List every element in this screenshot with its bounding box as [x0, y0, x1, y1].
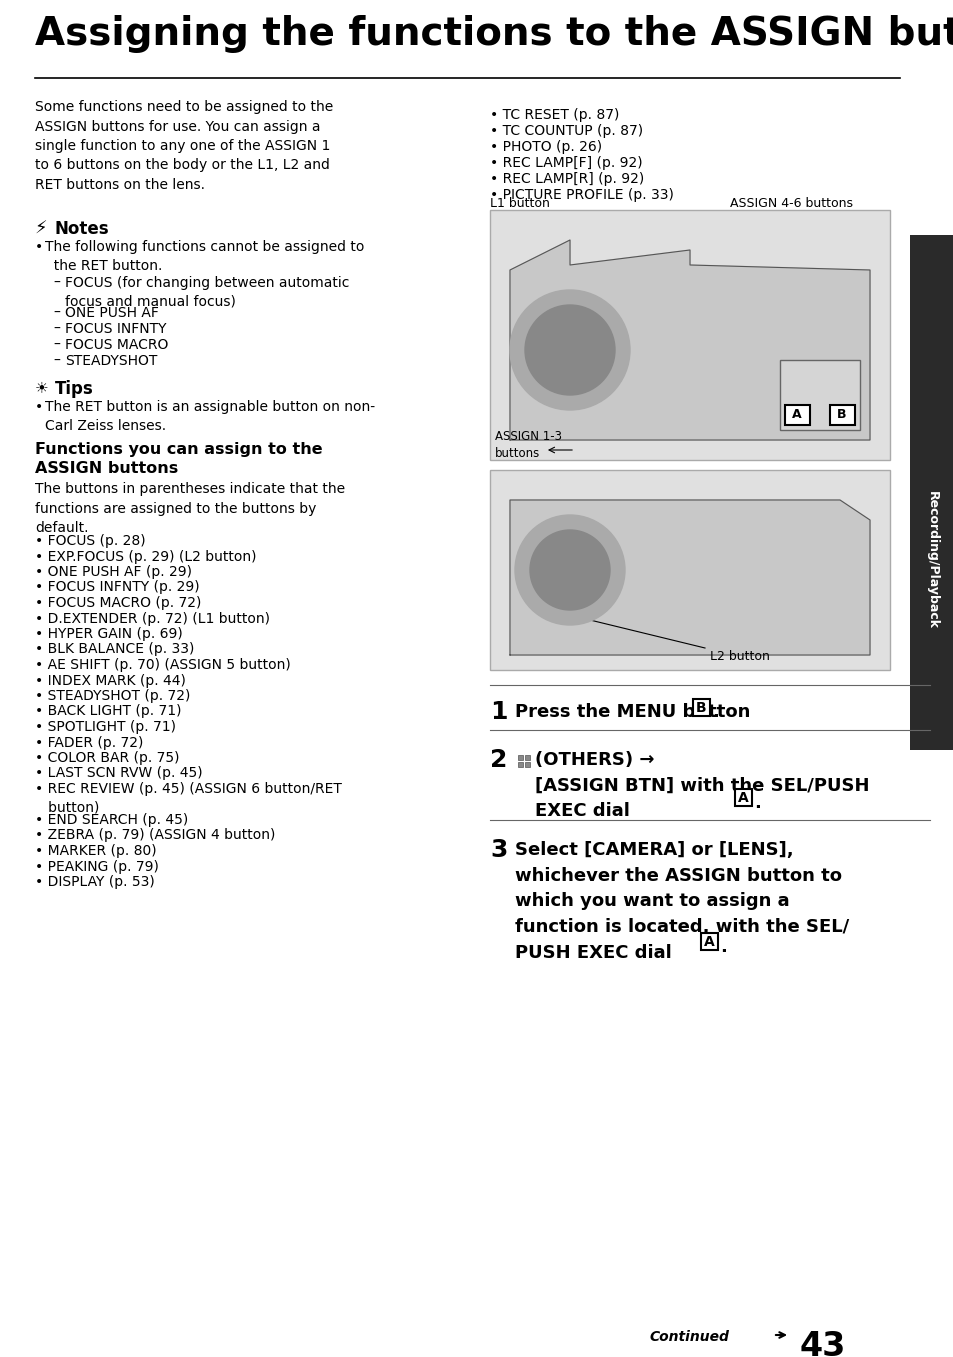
Bar [909, 320, 953, 750]
Text: B: B [837, 408, 846, 422]
Text: (OTHERS) →
[ASSIGN BTN] with the SEL/PUSH
EXEC dial: (OTHERS) → [ASSIGN BTN] with the SEL/PUS… [535, 750, 868, 821]
Text: –: – [53, 305, 60, 320]
Bar [829, 404, 854, 425]
Text: 2: 2 [490, 748, 507, 772]
Text: ONE PUSH AF: ONE PUSH AF [65, 305, 159, 320]
Text: 43: 43 [800, 1330, 845, 1357]
Text: • REC LAMP[F] (p. 92): • REC LAMP[F] (p. 92) [490, 156, 642, 170]
Bar [909, 235, 953, 320]
Text: • BACK LIGHT (p. 71): • BACK LIGHT (p. 71) [35, 704, 181, 718]
Text: .: . [720, 938, 726, 955]
Text: • LAST SCN RVW (p. 45): • LAST SCN RVW (p. 45) [35, 767, 202, 780]
Text: FOCUS INFNTY: FOCUS INFNTY [65, 322, 167, 337]
Text: Functions you can assign to the
ASSIGN buttons: Functions you can assign to the ASSIGN b… [35, 442, 322, 476]
Text: ASSIGN 4-6 buttons: ASSIGN 4-6 buttons [729, 197, 852, 210]
Text: ASSIGN 1-3
buttons: ASSIGN 1-3 buttons [495, 430, 561, 460]
Bar [490, 470, 889, 670]
Text: .: . [753, 794, 760, 811]
Text: L2 button: L2 button [709, 650, 769, 664]
Text: 1: 1 [490, 700, 507, 725]
Text: The RET button is an assignable button on non-
Carl Zeiss lenses.: The RET button is an assignable button o… [45, 400, 375, 433]
Bar [784, 404, 809, 425]
Circle shape [530, 531, 609, 611]
Text: • INDEX MARK (p. 44): • INDEX MARK (p. 44) [35, 673, 186, 688]
Text: • FOCUS INFNTY (p. 29): • FOCUS INFNTY (p. 29) [35, 581, 199, 594]
Text: ☀: ☀ [35, 380, 49, 395]
Text: • END SEARCH (p. 45): • END SEARCH (p. 45) [35, 813, 188, 826]
Text: • REC LAMP[R] (p. 92): • REC LAMP[R] (p. 92) [490, 172, 643, 186]
Text: Tips: Tips [55, 380, 93, 398]
Text: –: – [53, 354, 60, 368]
Text: Continued: Continued [649, 1330, 729, 1343]
Text: • PEAKING (p. 79): • PEAKING (p. 79) [35, 859, 159, 874]
Bar [780, 360, 859, 430]
Text: Notes: Notes [55, 220, 110, 237]
Text: •: • [35, 400, 43, 414]
Bar [517, 763, 522, 767]
Bar [700, 934, 718, 950]
Text: • FOCUS (p. 28): • FOCUS (p. 28) [35, 535, 146, 548]
Text: The following functions cannot be assigned to
  the RET button.: The following functions cannot be assign… [45, 240, 364, 274]
Text: .: . [711, 703, 719, 721]
Text: •: • [35, 240, 43, 254]
Text: • STEADYSHOT (p. 72): • STEADYSHOT (p. 72) [35, 689, 191, 703]
Polygon shape [510, 240, 869, 440]
Text: • AE SHIFT (p. 70) (ASSIGN 5 button): • AE SHIFT (p. 70) (ASSIGN 5 button) [35, 658, 291, 672]
Text: • FOCUS MACRO (p. 72): • FOCUS MACRO (p. 72) [35, 596, 201, 611]
Bar [517, 754, 522, 760]
Text: • TC RESET (p. 87): • TC RESET (p. 87) [490, 109, 618, 122]
Text: L1 button: L1 button [490, 197, 549, 210]
Text: • MARKER (p. 80): • MARKER (p. 80) [35, 844, 156, 858]
Text: A: A [791, 408, 801, 422]
Circle shape [524, 305, 615, 395]
Text: • PHOTO (p. 26): • PHOTO (p. 26) [490, 140, 601, 153]
Text: • FADER (p. 72): • FADER (p. 72) [35, 735, 143, 749]
Text: • REC REVIEW (p. 45) (ASSIGN 6 button/RET
   button): • REC REVIEW (p. 45) (ASSIGN 6 button/RE… [35, 782, 341, 816]
Circle shape [510, 290, 629, 410]
Text: • BLK BALANCE (p. 33): • BLK BALANCE (p. 33) [35, 642, 194, 657]
Circle shape [515, 516, 624, 626]
Text: Recording/Playback: Recording/Playback [924, 491, 938, 630]
Polygon shape [510, 499, 869, 655]
Text: A: A [703, 935, 714, 949]
Text: FOCUS MACRO: FOCUS MACRO [65, 338, 168, 351]
Text: –: – [53, 338, 60, 351]
Text: –: – [53, 275, 60, 290]
Text: A: A [737, 791, 747, 805]
Text: Assigning the functions to the ASSIGN buttons: Assigning the functions to the ASSIGN bu… [35, 15, 953, 53]
Text: –: – [53, 322, 60, 337]
Text: • TC COUNTUP (p. 87): • TC COUNTUP (p. 87) [490, 123, 642, 138]
Text: • HYPER GAIN (p. 69): • HYPER GAIN (p. 69) [35, 627, 183, 641]
Text: • COLOR BAR (p. 75): • COLOR BAR (p. 75) [35, 750, 179, 765]
Text: FOCUS (for changing between automatic
focus and manual focus): FOCUS (for changing between automatic fo… [65, 275, 349, 309]
Text: • SPOTLIGHT (p. 71): • SPOTLIGHT (p. 71) [35, 721, 175, 734]
Text: • EXP.FOCUS (p. 29) (L2 button): • EXP.FOCUS (p. 29) (L2 button) [35, 550, 256, 563]
Text: The buttons in parentheses indicate that the
functions are assigned to the butto: The buttons in parentheses indicate that… [35, 482, 345, 535]
Bar [490, 210, 889, 460]
Text: Some functions need to be assigned to the
ASSIGN buttons for use. You can assign: Some functions need to be assigned to th… [35, 100, 333, 191]
Text: • PICTURE PROFILE (p. 33): • PICTURE PROFILE (p. 33) [490, 189, 673, 202]
Text: 3: 3 [490, 839, 507, 862]
Bar [692, 699, 709, 716]
Text: • DISPLAY (p. 53): • DISPLAY (p. 53) [35, 875, 154, 889]
Text: Select [CAMERA] or [LENS],
whichever the ASSIGN button to
which you want to assi: Select [CAMERA] or [LENS], whichever the… [515, 841, 848, 962]
Text: Press the MENU button: Press the MENU button [515, 703, 756, 721]
Text: B: B [695, 702, 705, 715]
Bar [524, 754, 530, 760]
Text: • ONE PUSH AF (p. 29): • ONE PUSH AF (p. 29) [35, 565, 192, 579]
Text: • ZEBRA (p. 79) (ASSIGN 4 button): • ZEBRA (p. 79) (ASSIGN 4 button) [35, 829, 275, 843]
Bar [734, 788, 751, 806]
Bar [524, 763, 530, 767]
Text: • D.EXTENDER (p. 72) (L1 button): • D.EXTENDER (p. 72) (L1 button) [35, 612, 270, 626]
Text: STEADYSHOT: STEADYSHOT [65, 354, 157, 368]
Text: ⚡: ⚡ [35, 220, 48, 237]
